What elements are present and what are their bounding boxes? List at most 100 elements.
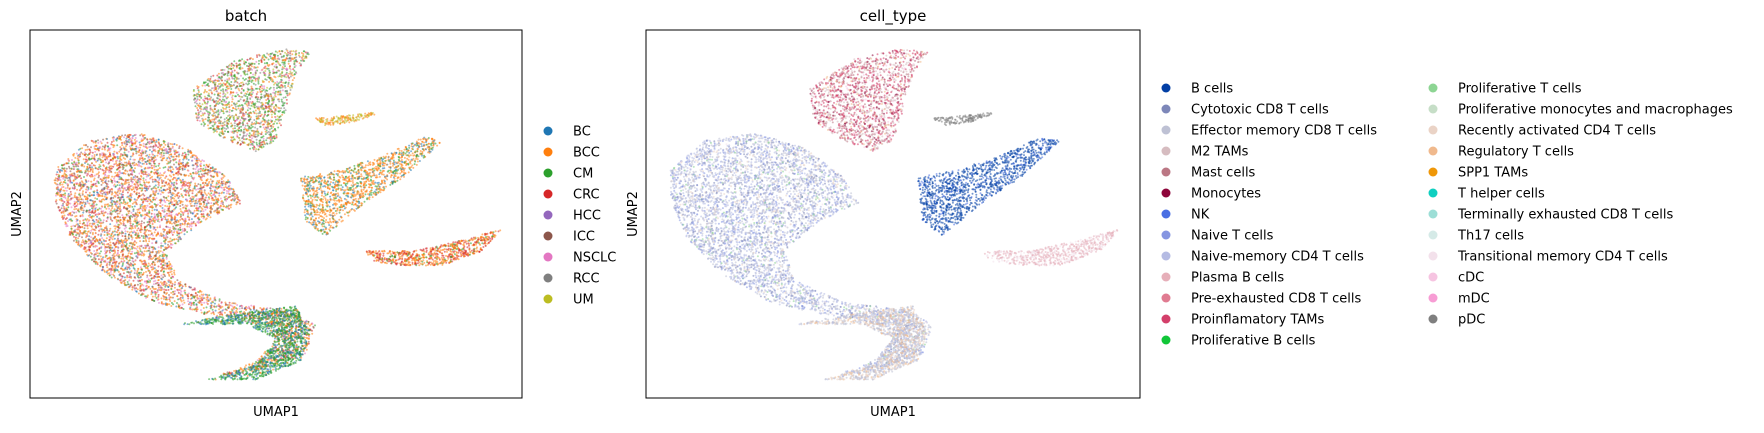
scatter-point bbox=[198, 175, 201, 178]
scatter-point bbox=[135, 145, 138, 148]
scatter-point bbox=[183, 227, 186, 230]
scatter-point bbox=[174, 177, 177, 179]
scatter-point bbox=[118, 135, 121, 138]
scatter-point bbox=[104, 156, 107, 158]
scatter-point bbox=[197, 291, 200, 293]
scatter-point bbox=[162, 273, 165, 276]
scatter-point bbox=[154, 228, 157, 231]
scatter-point bbox=[241, 307, 244, 310]
scatter-point bbox=[251, 362, 254, 365]
scatter-point bbox=[184, 154, 187, 156]
scatter-point bbox=[68, 218, 71, 221]
scatter-point bbox=[82, 209, 85, 212]
scatter-point bbox=[67, 159, 70, 162]
scatter-point bbox=[211, 308, 214, 311]
scatter-point bbox=[143, 259, 146, 262]
scatter-point bbox=[73, 208, 76, 211]
scatter-point bbox=[104, 240, 107, 242]
scatter-point bbox=[207, 196, 210, 199]
scatter-point bbox=[160, 242, 163, 245]
scatter-point bbox=[113, 237, 116, 240]
scatter-point bbox=[113, 177, 115, 180]
scatter-point bbox=[103, 148, 106, 151]
scatter-point bbox=[148, 149, 151, 151]
scatter-point bbox=[73, 202, 76, 205]
scatter-point bbox=[142, 142, 145, 145]
scatter-point bbox=[61, 214, 64, 217]
scatter-point bbox=[66, 199, 69, 202]
scatter-point bbox=[256, 359, 259, 362]
scatter-point bbox=[154, 287, 157, 290]
scatter-point bbox=[62, 202, 65, 205]
scatter-point bbox=[96, 189, 99, 192]
scatter-point bbox=[85, 155, 88, 158]
scatter-point bbox=[149, 230, 152, 232]
scatter-point bbox=[148, 202, 151, 205]
scatter-point bbox=[162, 166, 165, 169]
scatter-point bbox=[144, 151, 147, 154]
scatter-point bbox=[70, 206, 73, 209]
scatter-point bbox=[158, 162, 161, 165]
scatter-point bbox=[132, 176, 135, 179]
scatter-point bbox=[133, 287, 136, 290]
scatter-point bbox=[127, 286, 130, 289]
scatter-point bbox=[202, 210, 205, 213]
scatter-point bbox=[130, 234, 132, 237]
scatter-point bbox=[164, 242, 167, 245]
scatter-point bbox=[148, 249, 151, 252]
scatter-point bbox=[164, 246, 167, 249]
scatter-point bbox=[154, 193, 157, 196]
scatter-point bbox=[166, 157, 169, 160]
scatter-point bbox=[145, 206, 148, 209]
scatter-point bbox=[116, 203, 119, 206]
scatter-point bbox=[206, 302, 209, 305]
scatter-point bbox=[195, 156, 198, 159]
scatter-point bbox=[151, 237, 154, 240]
scatter-point bbox=[180, 306, 183, 309]
scatter-point bbox=[84, 198, 87, 200]
scatter-point bbox=[97, 225, 100, 228]
scatter-point bbox=[233, 306, 236, 309]
scatter-point bbox=[219, 310, 222, 313]
scatter-point bbox=[208, 171, 211, 174]
scatter-point bbox=[195, 310, 198, 313]
scatter-point bbox=[151, 209, 154, 212]
scatter-point bbox=[100, 245, 103, 248]
scatter-point bbox=[166, 254, 168, 257]
scatter-point bbox=[134, 215, 137, 218]
scatter-point bbox=[188, 194, 191, 197]
scatter-point bbox=[102, 169, 105, 172]
scatter-point bbox=[180, 173, 183, 176]
scatter-point bbox=[229, 206, 232, 209]
scatter-point bbox=[114, 156, 117, 159]
scatter-point bbox=[118, 192, 121, 195]
scatter-point bbox=[154, 180, 156, 183]
scatter-point bbox=[178, 195, 181, 198]
scatter-point bbox=[100, 205, 103, 208]
scatter-point bbox=[148, 185, 150, 188]
scatter-point bbox=[169, 268, 172, 271]
scatter-point bbox=[170, 305, 173, 307]
scatter-point bbox=[96, 255, 99, 258]
scatter-point bbox=[226, 181, 229, 184]
scatter-point bbox=[115, 162, 118, 165]
scatter-point bbox=[170, 216, 173, 219]
scatter-point bbox=[116, 164, 119, 166]
scatter-point bbox=[80, 244, 83, 247]
scatter-point bbox=[176, 302, 178, 304]
scatter-point bbox=[121, 168, 124, 171]
scatter-point bbox=[81, 241, 84, 244]
scatter-point bbox=[169, 243, 172, 246]
scatter-point bbox=[157, 151, 160, 154]
scatter-point bbox=[277, 352, 280, 355]
scatter-point bbox=[112, 235, 114, 238]
scatter-point bbox=[120, 257, 123, 260]
scatter-point bbox=[140, 203, 143, 206]
scatter-point bbox=[130, 166, 133, 169]
scatter-point bbox=[55, 202, 58, 205]
scatter-point bbox=[128, 244, 131, 247]
scatter-point bbox=[103, 211, 106, 214]
scatter-point bbox=[159, 201, 162, 204]
scatter-point bbox=[148, 158, 151, 161]
scatter-point bbox=[223, 205, 226, 208]
